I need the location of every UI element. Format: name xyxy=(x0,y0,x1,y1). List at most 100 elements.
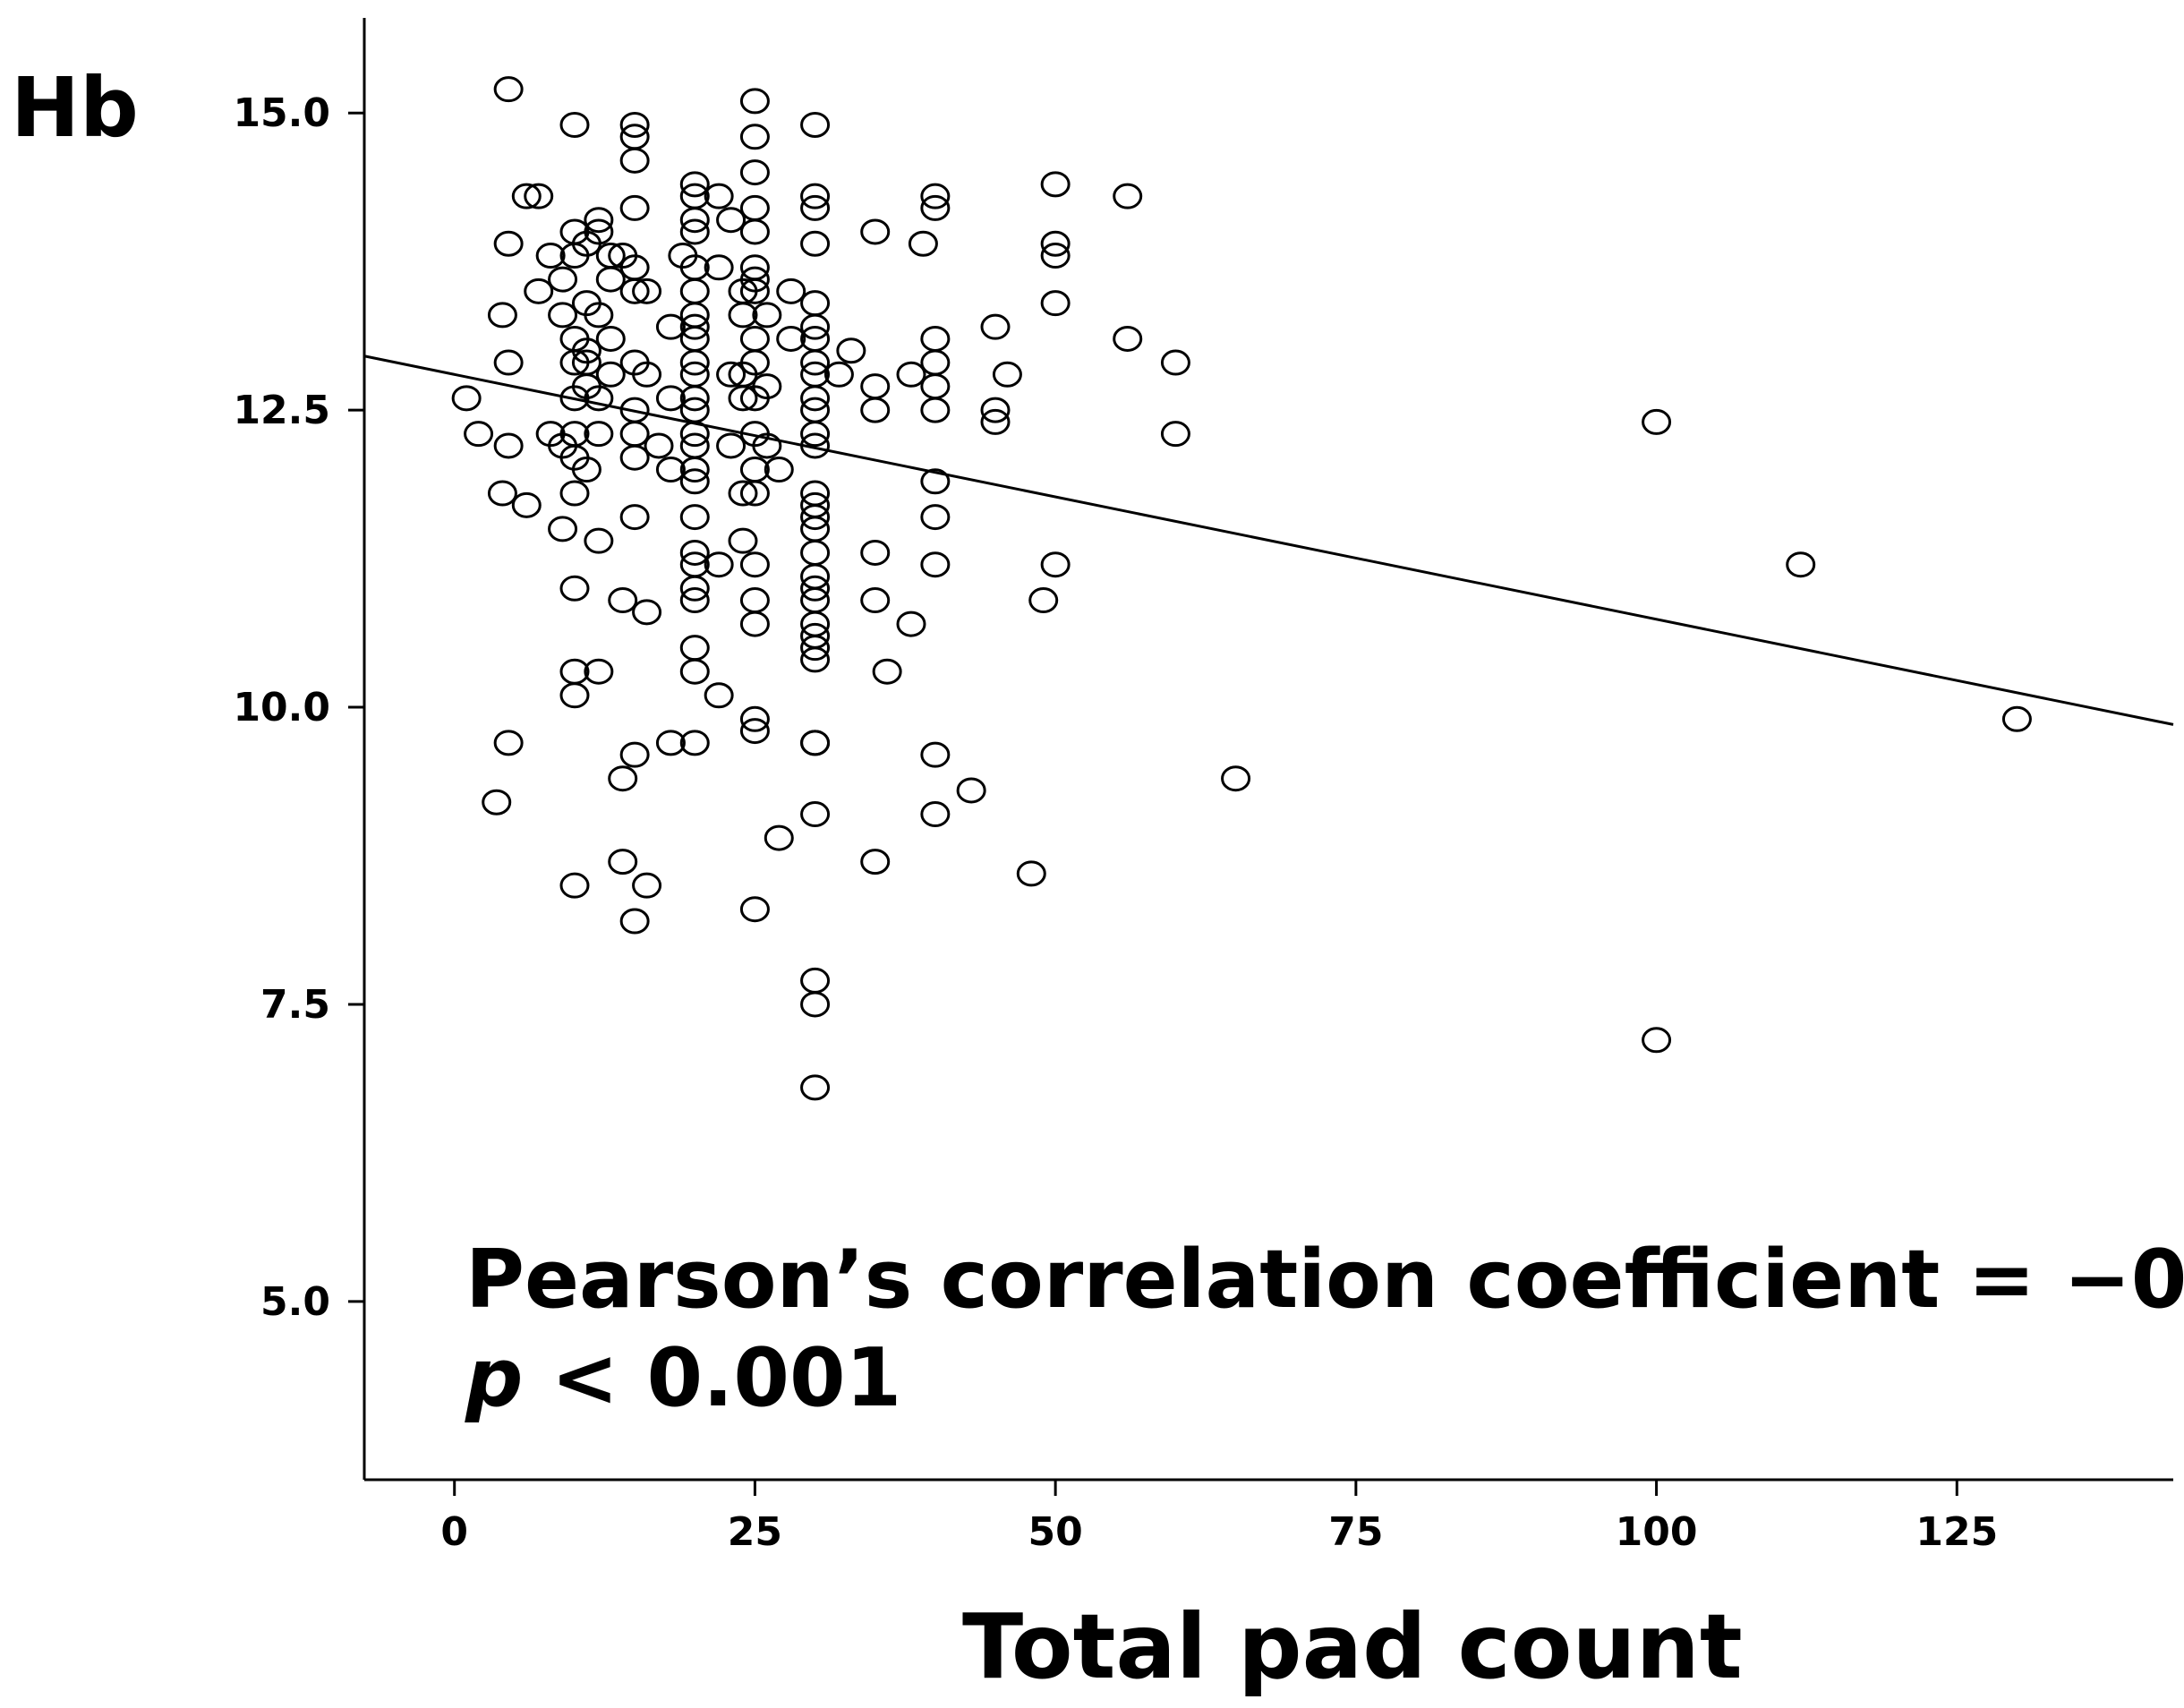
data-point xyxy=(679,457,710,483)
regression-fit-line xyxy=(363,354,2174,726)
data-point xyxy=(800,385,831,412)
p-value-annotation: p < 0.001 xyxy=(465,1331,901,1425)
data-point xyxy=(800,646,831,673)
data-point xyxy=(860,539,891,566)
correlation-value: −0.203 xyxy=(2063,1233,2184,1327)
data-point xyxy=(800,230,831,257)
data-point xyxy=(679,539,710,566)
x-tick-label: 125 xyxy=(1915,1509,1998,1555)
data-point xyxy=(739,278,770,304)
data-point xyxy=(704,682,734,709)
data-point xyxy=(608,849,638,875)
data-point xyxy=(679,658,710,685)
data-point xyxy=(619,444,650,471)
y-tick-label: 10.0 xyxy=(233,685,330,730)
data-point xyxy=(800,194,831,221)
data-point xyxy=(548,302,578,329)
data-point xyxy=(872,658,902,685)
data-point xyxy=(716,361,746,388)
data-point xyxy=(595,266,626,293)
data-point xyxy=(920,741,951,768)
data-point xyxy=(679,278,710,304)
data-point xyxy=(535,243,566,269)
data-point xyxy=(632,872,662,899)
data-point xyxy=(739,611,770,637)
data-point xyxy=(752,302,782,329)
data-point xyxy=(800,1074,831,1101)
data-point xyxy=(559,243,590,269)
data-point xyxy=(608,587,638,614)
data-point xyxy=(595,325,626,352)
data-point xyxy=(739,896,770,923)
data-point xyxy=(800,421,831,448)
data-point xyxy=(655,313,686,340)
data-point xyxy=(619,741,650,768)
data-point xyxy=(728,385,758,412)
data-point xyxy=(920,801,951,828)
data-point xyxy=(992,361,1022,388)
x-ticks: 0 25 50 75 100 125 xyxy=(440,1480,1998,1555)
data-point xyxy=(920,504,951,531)
data-point xyxy=(451,385,482,412)
data-point xyxy=(800,575,831,602)
data-point xyxy=(728,480,758,507)
data-point xyxy=(487,480,517,507)
data-point xyxy=(728,527,758,554)
data-point xyxy=(619,111,650,138)
data-point xyxy=(739,159,770,186)
data-point xyxy=(980,397,1011,423)
data-point xyxy=(632,361,662,388)
data-point xyxy=(487,302,517,329)
data-point xyxy=(511,183,542,209)
data-point xyxy=(896,611,926,637)
data-point xyxy=(679,207,710,234)
data-point xyxy=(1028,587,1059,614)
p-symbol: p xyxy=(465,1331,523,1425)
data-point xyxy=(800,991,831,1018)
x-axis-title: Total pad count xyxy=(962,1594,1743,1699)
data-point xyxy=(800,111,831,138)
data-point xyxy=(679,171,710,198)
data-point xyxy=(776,278,806,304)
data-point xyxy=(1016,860,1046,887)
data-point xyxy=(800,183,831,209)
data-point xyxy=(1786,551,1816,578)
x-tick-label: 100 xyxy=(1616,1509,1698,1555)
data-point xyxy=(619,278,650,304)
data-point xyxy=(632,599,662,626)
data-point xyxy=(584,302,614,329)
data-point xyxy=(619,504,650,531)
data-point xyxy=(860,373,891,400)
x-tick-label: 0 xyxy=(440,1509,468,1555)
data-point xyxy=(800,504,831,531)
data-point xyxy=(704,254,734,281)
data-point xyxy=(511,491,542,518)
data-point xyxy=(1642,1027,1672,1054)
data-point xyxy=(908,230,938,257)
y-ticks: 5.0 7.5 10.0 12.5 15.0 xyxy=(233,90,364,1325)
data-point xyxy=(679,635,710,662)
data-point xyxy=(716,207,746,234)
data-point xyxy=(739,325,770,352)
data-point xyxy=(752,373,782,400)
data-point xyxy=(548,266,578,293)
data-point xyxy=(584,207,614,234)
data-point xyxy=(619,147,650,174)
data-point xyxy=(559,480,590,507)
data-point xyxy=(679,313,710,340)
data-point xyxy=(493,349,524,376)
data-point xyxy=(776,325,806,352)
data-point xyxy=(739,718,770,745)
data-point xyxy=(739,88,770,115)
data-point xyxy=(1040,243,1071,269)
data-point xyxy=(493,730,524,756)
y-axis-title: Hb xyxy=(11,60,139,156)
data-point xyxy=(800,290,831,317)
data-point xyxy=(1113,325,1143,352)
data-point xyxy=(559,872,590,899)
data-point xyxy=(739,705,770,732)
data-point xyxy=(739,218,770,245)
data-point xyxy=(1642,408,1672,435)
data-point xyxy=(524,183,554,209)
data-point xyxy=(800,967,831,994)
